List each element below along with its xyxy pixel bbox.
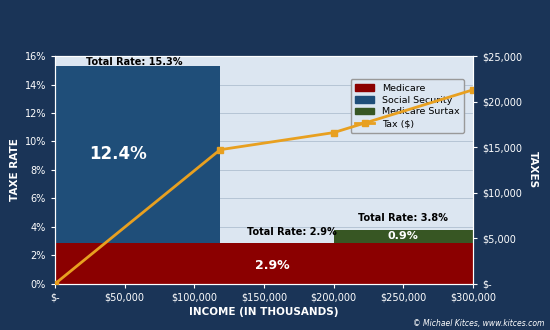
Legend: Medicare, Social Security, Medicare Surtax, Tax ($): Medicare, Social Security, Medicare Surt… — [350, 79, 464, 133]
Text: Total Rate: 2.9%: Total Rate: 2.9% — [247, 227, 337, 237]
Text: 12.4%: 12.4% — [89, 145, 147, 163]
Y-axis label: TAXE RATE: TAXE RATE — [10, 139, 20, 201]
Text: Total Rate: 15.3%: Total Rate: 15.3% — [86, 57, 183, 68]
Text: 2.9%: 2.9% — [255, 259, 290, 272]
Text: © Michael Kitces, www.kitces.com: © Michael Kitces, www.kitces.com — [413, 319, 544, 328]
Text: Total Rate: 3.8%: Total Rate: 3.8% — [359, 213, 448, 223]
Y-axis label: TAXES: TAXES — [527, 151, 538, 188]
X-axis label: INCOME (IN THOUSANDS): INCOME (IN THOUSANDS) — [189, 307, 339, 317]
Text: TAX OBLIGATIONS AS INCOME RISES: TAX OBLIGATIONS AS INCOME RISES — [92, 21, 458, 39]
Text: 0.9%: 0.9% — [388, 231, 419, 241]
